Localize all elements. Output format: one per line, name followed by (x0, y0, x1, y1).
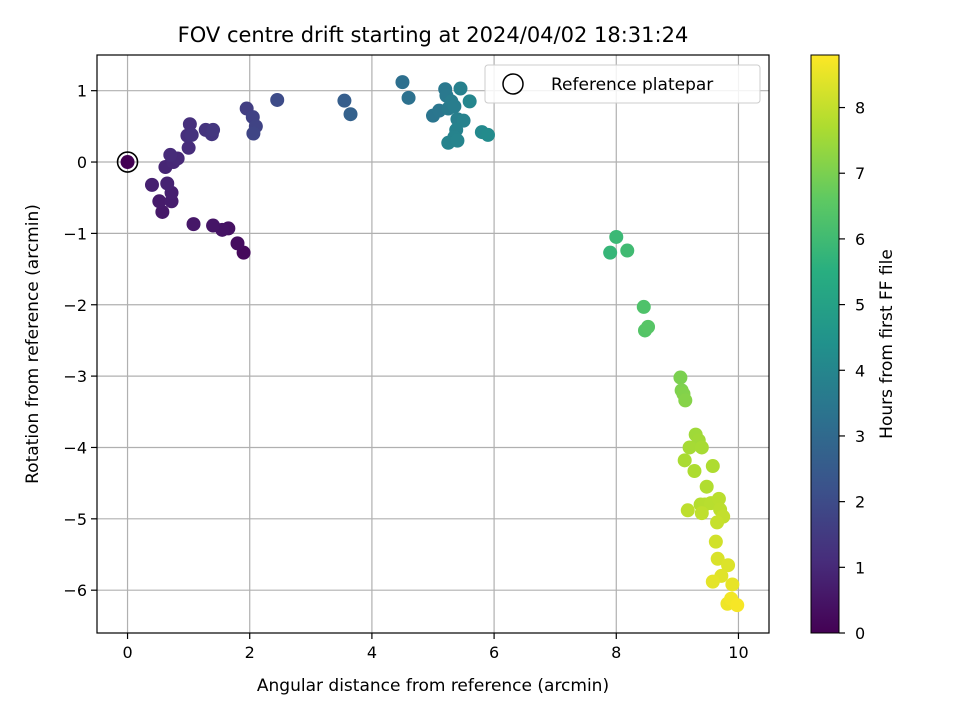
chart-title: FOV centre drift starting at 2024/04/02 … (178, 23, 689, 47)
data-point (710, 515, 725, 530)
data-point (450, 133, 465, 148)
data-point (480, 127, 495, 142)
x-axis-ticks: 0 2 4 6 8 10 (122, 633, 749, 662)
x-tick-label: 10 (728, 643, 748, 662)
data-point (230, 236, 245, 251)
y-tick-label: −6 (63, 581, 87, 600)
colorbar-label: Hours from first FF file (877, 249, 897, 439)
data-point (447, 99, 462, 114)
data-point (206, 122, 221, 137)
data-point (725, 577, 740, 592)
data-point (206, 218, 221, 233)
y-axis-label: Rotation from reference (arcmin) (23, 204, 43, 484)
data-point (687, 464, 702, 479)
data-point (641, 319, 656, 334)
legend: Reference platepar (484, 64, 761, 104)
data-point (636, 299, 651, 314)
data-point (343, 107, 358, 122)
data-point (694, 440, 709, 455)
data-point (337, 93, 352, 108)
x-tick-label: 4 (367, 643, 377, 662)
data-point (603, 245, 618, 260)
data-point (155, 204, 170, 219)
data-point (401, 90, 416, 105)
data-point (677, 453, 692, 468)
data-point (708, 534, 723, 549)
colorbar-tick-label: 6 (855, 230, 865, 249)
data-point (620, 243, 635, 258)
data-point (705, 459, 720, 474)
y-tick-label: −4 (63, 438, 87, 457)
data-point (673, 370, 688, 385)
legend-box (484, 64, 761, 104)
x-axis-label: Angular distance from reference (arcmin) (257, 676, 609, 696)
colorbar-gradient (810, 54, 840, 634)
data-point (711, 491, 726, 506)
colorbar-tick-label: 2 (855, 493, 865, 512)
reference-marker (116, 151, 139, 173)
data-point (144, 177, 159, 192)
data-point (246, 126, 261, 141)
data-point (120, 155, 135, 170)
y-tick-label: 0 (77, 153, 87, 172)
data-point (694, 506, 709, 521)
legend-marker (502, 73, 524, 95)
data-point (609, 229, 624, 244)
data-point (462, 94, 477, 109)
data-point (186, 217, 201, 232)
data-point (395, 75, 410, 90)
colorbar: 0 1 2 3 4 5 6 7 8 Hours from first FF file (810, 54, 897, 643)
data-point (721, 558, 736, 573)
data-point (184, 127, 199, 142)
y-axis-ticks: −6 −5 −4 −3 −2 −1 0 1 (63, 82, 97, 600)
y-tick-label: −2 (63, 296, 87, 315)
data-point (270, 92, 285, 107)
data-point (710, 551, 725, 566)
data-points (120, 75, 745, 613)
data-point (181, 140, 196, 155)
colorbar-tick-label: 5 (855, 296, 865, 315)
data-point (163, 147, 178, 162)
data-point (730, 598, 745, 613)
grid-lines (97, 55, 769, 633)
data-point (160, 176, 175, 191)
y-tick-label: 1 (77, 82, 87, 101)
colorbar-tick-label: 8 (855, 99, 865, 118)
legend-label: Reference platepar (551, 75, 713, 95)
colorbar-tick-label: 3 (855, 427, 865, 446)
data-point (182, 117, 197, 132)
colorbar-tick-label: 7 (855, 164, 865, 183)
data-point (453, 81, 468, 96)
colorbar-tick-label: 1 (855, 558, 865, 577)
y-tick-label: −1 (63, 224, 87, 243)
colorbar-tick-label: 0 (855, 624, 865, 643)
y-tick-label: −5 (63, 510, 87, 529)
x-tick-label: 2 (245, 643, 255, 662)
data-point (682, 440, 697, 455)
data-point (152, 194, 167, 209)
y-tick-label: −3 (63, 367, 87, 386)
data-point (678, 393, 693, 408)
x-tick-label: 8 (611, 643, 621, 662)
x-tick-label: 0 (122, 643, 132, 662)
data-point (680, 503, 695, 518)
colorbar-ticks: 0 1 2 3 4 5 6 7 8 (839, 99, 865, 643)
plot-frame (96, 54, 770, 634)
colorbar-tick-label: 4 (855, 361, 865, 380)
data-point (699, 479, 714, 494)
data-point (705, 574, 720, 589)
x-tick-label: 6 (489, 643, 499, 662)
